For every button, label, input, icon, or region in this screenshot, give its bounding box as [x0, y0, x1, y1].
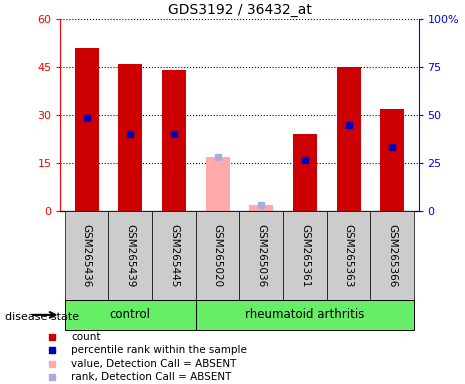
- Bar: [75, 48, 99, 211]
- Text: GSM265363: GSM265363: [344, 223, 354, 287]
- Bar: [293, 134, 317, 211]
- Bar: [283, 211, 327, 300]
- Text: control: control: [110, 308, 151, 321]
- Text: GSM265361: GSM265361: [300, 223, 310, 287]
- Bar: [337, 67, 361, 211]
- Text: GSM265020: GSM265020: [213, 224, 223, 287]
- Text: GSM265439: GSM265439: [125, 223, 135, 287]
- Bar: [206, 157, 230, 211]
- Bar: [65, 211, 108, 300]
- Bar: [152, 211, 196, 300]
- Text: GSM265445: GSM265445: [169, 223, 179, 287]
- Bar: [371, 211, 414, 300]
- Bar: [108, 211, 152, 300]
- Bar: [327, 211, 371, 300]
- Text: GSM265036: GSM265036: [256, 224, 266, 287]
- Text: GSM265366: GSM265366: [387, 223, 397, 287]
- Text: value, Detection Call = ABSENT: value, Detection Call = ABSENT: [71, 359, 237, 369]
- Bar: [65, 300, 196, 330]
- Bar: [196, 300, 414, 330]
- Text: GSM265436: GSM265436: [82, 223, 92, 287]
- Bar: [118, 64, 142, 211]
- Text: disease state: disease state: [5, 312, 79, 322]
- Bar: [162, 70, 186, 211]
- Bar: [249, 205, 273, 211]
- Bar: [196, 211, 239, 300]
- Text: count: count: [71, 332, 100, 342]
- Bar: [239, 211, 283, 300]
- Text: percentile rank within the sample: percentile rank within the sample: [71, 345, 247, 356]
- Text: rheumatoid arthritis: rheumatoid arthritis: [245, 308, 365, 321]
- Title: GDS3192 / 36432_at: GDS3192 / 36432_at: [167, 3, 312, 17]
- Bar: [380, 109, 404, 211]
- Text: rank, Detection Call = ABSENT: rank, Detection Call = ABSENT: [71, 372, 232, 382]
